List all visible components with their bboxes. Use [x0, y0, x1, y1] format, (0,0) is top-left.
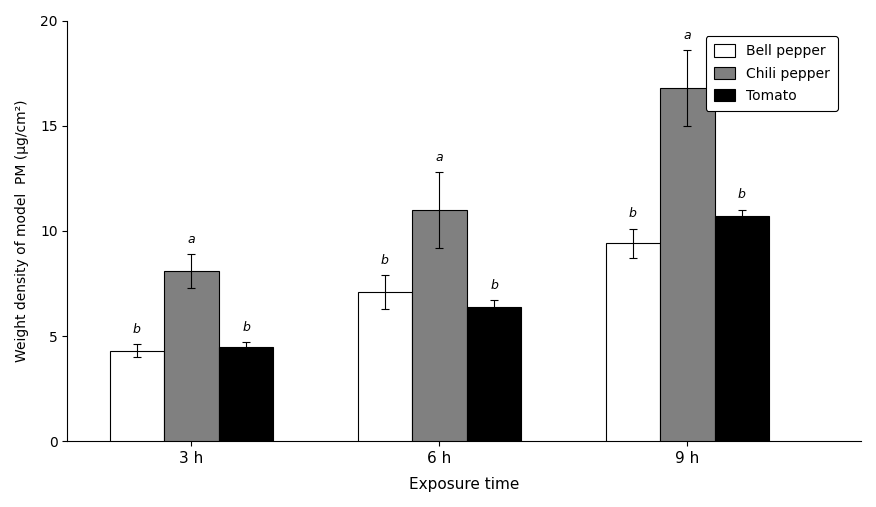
- Bar: [661, 88, 715, 441]
- Text: a: a: [683, 28, 691, 42]
- Bar: [467, 307, 521, 441]
- Bar: [605, 243, 661, 441]
- Legend: Bell pepper, Chili pepper, Tomato: Bell pepper, Chili pepper, Tomato: [706, 36, 838, 111]
- Text: b: b: [242, 321, 250, 334]
- Text: b: b: [381, 254, 389, 267]
- Bar: [110, 351, 164, 441]
- Bar: [715, 216, 769, 441]
- Bar: [164, 271, 219, 441]
- Text: b: b: [133, 323, 141, 336]
- Text: b: b: [629, 207, 637, 221]
- Text: b: b: [490, 279, 498, 292]
- Bar: [357, 292, 412, 441]
- Text: a: a: [435, 151, 443, 164]
- Text: b: b: [738, 189, 745, 201]
- X-axis label: Exposure time: Exposure time: [409, 477, 519, 492]
- Text: a: a: [187, 233, 195, 245]
- Y-axis label: Weight density of model  PM (μg/cm²): Weight density of model PM (μg/cm²): [15, 99, 29, 362]
- Bar: [412, 210, 467, 441]
- Bar: [219, 346, 273, 441]
